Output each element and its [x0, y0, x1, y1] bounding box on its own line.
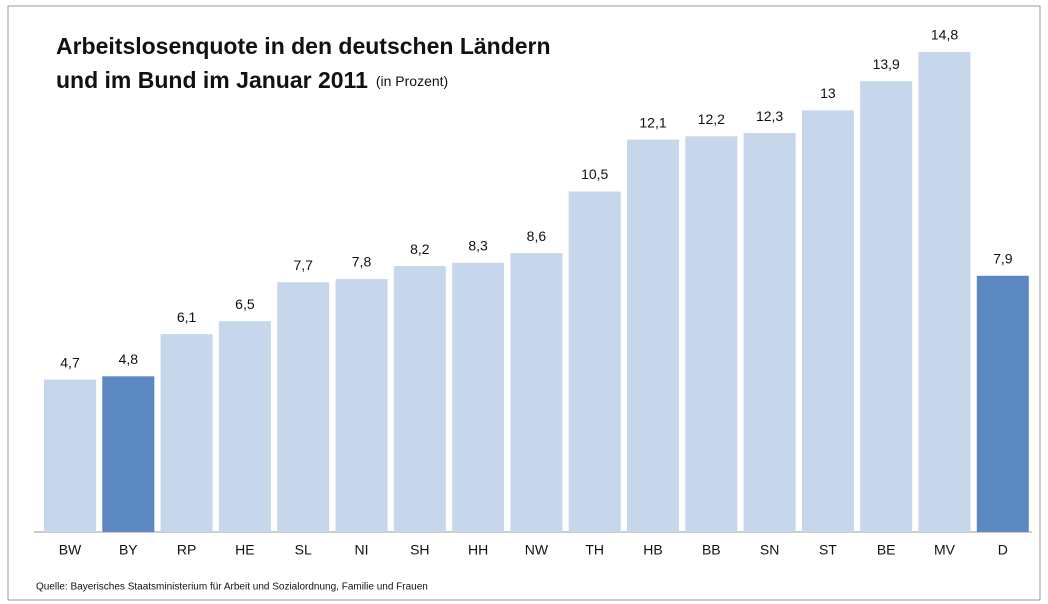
- x-tick-label: SL: [295, 542, 312, 558]
- bar: [335, 279, 388, 532]
- bar: [510, 253, 563, 532]
- value-label: 12,1: [639, 114, 666, 130]
- bar: [976, 275, 1029, 532]
- x-tick-label: HB: [643, 542, 662, 558]
- value-label: 8,3: [468, 238, 488, 254]
- x-tick-label: BY: [119, 542, 138, 558]
- bar: [685, 136, 738, 532]
- bar: [801, 110, 854, 532]
- value-label: 4,7: [60, 354, 80, 370]
- chart-title: und im Bund im Januar 2011: [56, 67, 368, 93]
- bar: [743, 133, 796, 532]
- value-label: 8,6: [527, 228, 547, 244]
- chart-title-line: und im Bund im Januar 2011 (in Prozent): [56, 67, 448, 93]
- bar: [393, 266, 446, 532]
- value-label: 7,9: [993, 250, 1013, 266]
- bar: [860, 81, 913, 533]
- bar: [218, 321, 271, 532]
- value-label: 13: [820, 85, 836, 101]
- x-tick-label: SN: [760, 542, 779, 558]
- bar: [918, 52, 971, 532]
- value-label: 7,7: [293, 257, 313, 273]
- x-tick-label: BW: [59, 542, 82, 558]
- bar: [277, 282, 330, 532]
- x-tick-label: BE: [877, 542, 896, 558]
- x-tick-label: MV: [934, 542, 956, 558]
- x-tick-label: NW: [525, 542, 549, 558]
- bar: [160, 334, 213, 532]
- x-tick-label: D: [998, 542, 1008, 558]
- value-label: 12,2: [698, 111, 725, 127]
- x-tick-label: SH: [410, 542, 429, 558]
- x-tick-label: TH: [585, 542, 604, 558]
- value-label: 4,8: [119, 351, 139, 367]
- x-tick-label: HH: [468, 542, 488, 558]
- chart-subtitle: (in Prozent): [376, 73, 448, 89]
- value-label: 6,5: [235, 296, 255, 312]
- value-label: 13,9: [873, 56, 900, 72]
- x-tick-label: HE: [235, 542, 254, 558]
- chart-title: Arbeitslosenquote in den deutschen Lände…: [56, 33, 551, 59]
- x-tick-label: NI: [355, 542, 369, 558]
- x-tick-label: BB: [702, 542, 721, 558]
- value-label: 7,8: [352, 254, 372, 270]
- bar: [452, 262, 505, 532]
- value-label: 6,1: [177, 309, 197, 325]
- value-label: 14,8: [931, 27, 958, 43]
- bar: [44, 379, 96, 532]
- frame: [7, 5, 1041, 601]
- x-tick-label: RP: [177, 542, 196, 558]
- source: Quelle: Bayerisches Staatsministerium fü…: [36, 582, 428, 593]
- value-label: 10,5: [581, 166, 608, 182]
- value-label: 12,3: [756, 108, 783, 124]
- value-label: 8,2: [410, 241, 430, 257]
- x-tick-label: ST: [819, 542, 837, 558]
- bar: [568, 191, 621, 532]
- bar: [102, 376, 155, 532]
- bar: [627, 139, 679, 532]
